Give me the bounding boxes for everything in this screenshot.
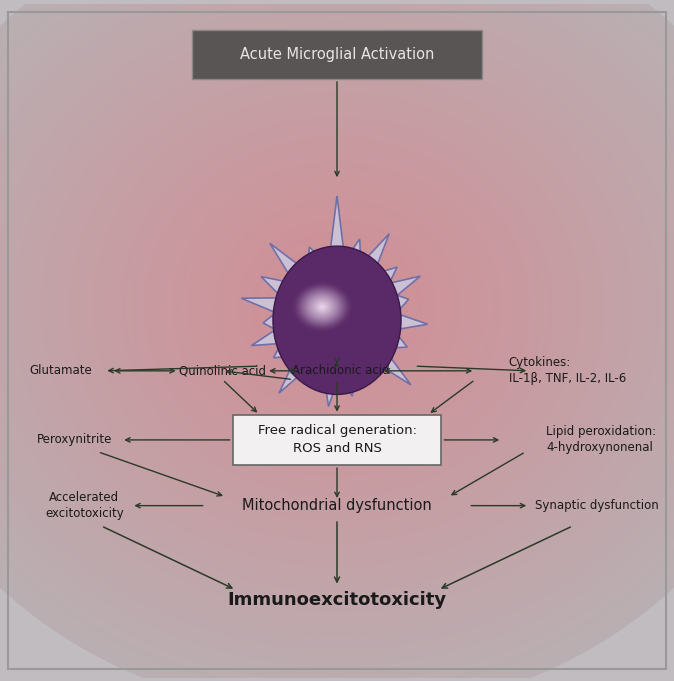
Ellipse shape (33, 39, 641, 575)
Text: Peroxynitrite: Peroxynitrite (36, 433, 112, 447)
Ellipse shape (220, 204, 454, 410)
Ellipse shape (173, 163, 501, 451)
Ellipse shape (47, 52, 627, 563)
Ellipse shape (313, 299, 332, 315)
FancyArrowPatch shape (335, 468, 339, 496)
Ellipse shape (197, 183, 477, 430)
FancyArrowPatch shape (452, 453, 523, 494)
Text: Synaptic dysfunction: Synaptic dysfunction (534, 499, 658, 512)
Ellipse shape (0, 0, 674, 661)
Ellipse shape (304, 291, 340, 322)
Ellipse shape (103, 101, 571, 513)
Ellipse shape (297, 286, 347, 328)
Ellipse shape (317, 302, 328, 311)
Ellipse shape (19, 27, 655, 587)
Ellipse shape (297, 285, 348, 328)
Ellipse shape (24, 31, 650, 583)
Ellipse shape (122, 117, 552, 496)
Ellipse shape (305, 292, 340, 321)
Ellipse shape (299, 287, 345, 326)
Ellipse shape (248, 229, 426, 385)
Ellipse shape (0, 0, 674, 620)
Ellipse shape (332, 302, 342, 311)
Ellipse shape (234, 216, 440, 398)
Text: Glutamate: Glutamate (29, 364, 92, 377)
FancyArrowPatch shape (335, 382, 339, 411)
Ellipse shape (311, 297, 334, 317)
Ellipse shape (0, 0, 674, 636)
Ellipse shape (302, 290, 342, 323)
FancyArrowPatch shape (471, 503, 525, 508)
Ellipse shape (291, 281, 353, 332)
Ellipse shape (301, 289, 343, 324)
Ellipse shape (306, 294, 338, 320)
Ellipse shape (0, 0, 674, 624)
Ellipse shape (309, 296, 336, 318)
Ellipse shape (0, 0, 674, 616)
Ellipse shape (135, 129, 539, 484)
Ellipse shape (308, 295, 336, 319)
Ellipse shape (295, 284, 350, 330)
Ellipse shape (311, 298, 333, 315)
Text: Acute Microglial Activation: Acute Microglial Activation (240, 47, 434, 62)
Text: Quinolinic acid: Quinolinic acid (179, 364, 266, 377)
Ellipse shape (168, 159, 506, 455)
Ellipse shape (307, 294, 337, 319)
Ellipse shape (319, 304, 326, 310)
Ellipse shape (0, 6, 674, 607)
Polygon shape (241, 196, 427, 407)
Ellipse shape (159, 151, 515, 463)
Text: Mitochondrial dysfunction: Mitochondrial dysfunction (242, 498, 432, 513)
FancyArrowPatch shape (104, 527, 232, 588)
Ellipse shape (70, 72, 604, 541)
Ellipse shape (5, 14, 669, 599)
FancyBboxPatch shape (192, 31, 482, 79)
Ellipse shape (293, 283, 351, 331)
FancyArrowPatch shape (135, 503, 203, 508)
Ellipse shape (299, 274, 375, 340)
Ellipse shape (290, 266, 384, 348)
Ellipse shape (303, 291, 342, 323)
Ellipse shape (319, 304, 325, 309)
Ellipse shape (38, 43, 636, 571)
Ellipse shape (75, 76, 599, 537)
Ellipse shape (84, 84, 590, 529)
FancyArrowPatch shape (270, 368, 296, 373)
Ellipse shape (28, 35, 646, 579)
Ellipse shape (305, 293, 339, 321)
Ellipse shape (276, 253, 398, 360)
Ellipse shape (262, 241, 412, 373)
Ellipse shape (286, 262, 388, 352)
Text: Immunoexcitotoxicity: Immunoexcitotoxicity (227, 591, 447, 609)
Text: Arachidonic acid: Arachidonic acid (292, 364, 389, 377)
Ellipse shape (145, 138, 529, 475)
Text: Accelerated
excitotoxicity: Accelerated excitotoxicity (45, 491, 123, 520)
Ellipse shape (9, 18, 665, 595)
Ellipse shape (224, 208, 450, 406)
Ellipse shape (215, 200, 459, 414)
FancyBboxPatch shape (233, 415, 441, 465)
Ellipse shape (202, 187, 472, 426)
Text: Free radical generation:
ROS and RNS: Free radical generation: ROS and RNS (257, 424, 417, 456)
Ellipse shape (328, 298, 346, 315)
Text: Cytokines:
IL-1β, TNF, IL-2, IL-6: Cytokines: IL-1β, TNF, IL-2, IL-6 (509, 356, 626, 385)
FancyArrowPatch shape (125, 438, 230, 442)
Ellipse shape (0, 2, 674, 612)
Ellipse shape (94, 93, 580, 521)
Ellipse shape (183, 171, 491, 443)
Ellipse shape (299, 287, 346, 327)
Ellipse shape (293, 282, 352, 332)
Ellipse shape (313, 300, 331, 314)
FancyArrowPatch shape (444, 438, 498, 442)
Ellipse shape (267, 245, 407, 368)
Ellipse shape (320, 305, 324, 308)
Text: Lipid peroxidation:
4-hydroxynonenal: Lipid peroxidation: 4-hydroxynonenal (546, 426, 656, 454)
Ellipse shape (310, 296, 334, 317)
